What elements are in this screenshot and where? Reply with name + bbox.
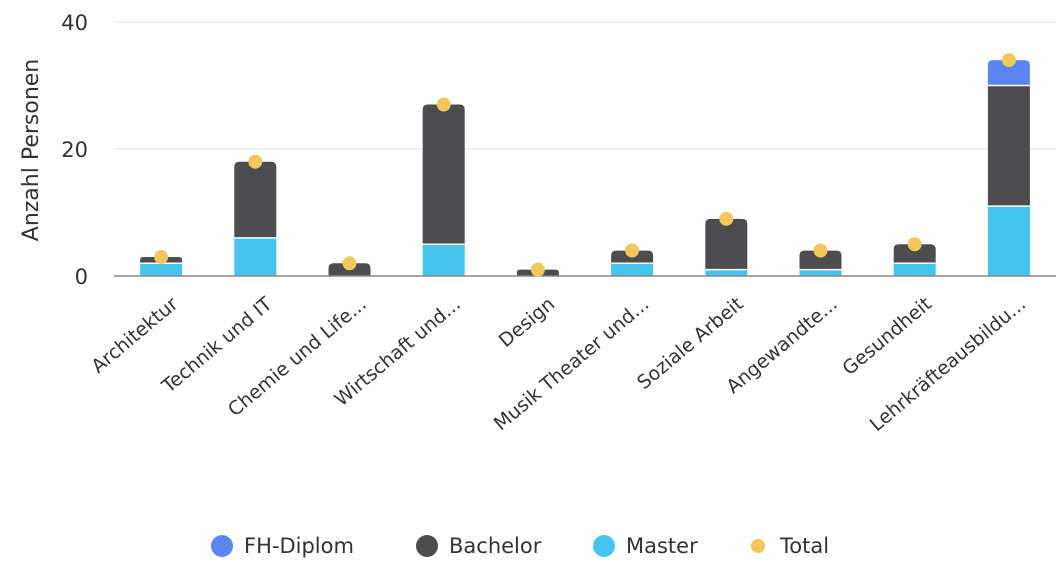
bar-segment-bachelor (422, 104, 465, 245)
bars (140, 60, 1030, 276)
legend-label: Bachelor (449, 534, 542, 558)
y-axis-ticks: 0 20 40 (61, 11, 88, 289)
total-point (813, 243, 828, 258)
legend-item-fh-diplom: FH-Diplom (211, 534, 354, 558)
y-tick-label: 20 (61, 138, 88, 162)
legend-label: FH-Diplom (244, 534, 354, 558)
bar-segment-fh-diplom (987, 60, 1030, 86)
x-category-label: Design (495, 293, 559, 352)
bar-segment-bachelor (705, 218, 748, 270)
bar-segment-master (799, 269, 842, 276)
grid-lines (114, 21, 1056, 150)
legend-swatch (211, 535, 233, 557)
total-point (530, 262, 545, 277)
y-tick-label: 0 (75, 265, 88, 289)
total-point (1001, 53, 1016, 68)
bar-segment-master (611, 263, 654, 276)
legend-item-bachelor: Bachelor (416, 534, 542, 558)
bar-segment-master (234, 237, 277, 276)
bar-segment-bachelor (799, 250, 842, 270)
total-point (154, 249, 169, 264)
legend-item-master: Master (593, 534, 698, 558)
total-point (625, 243, 640, 258)
y-axis-label: Anzahl Personen (19, 59, 44, 241)
total-point (907, 237, 922, 252)
total-point (248, 154, 263, 169)
total-markers (154, 53, 1016, 277)
bar-segment-master (140, 263, 183, 276)
bar-segment-master (422, 244, 465, 276)
bar-segment-bachelor (893, 244, 936, 264)
x-category-label: Musik Theater und... (490, 293, 653, 435)
bar-segment-master (705, 269, 748, 276)
legend-label: Master (626, 534, 698, 558)
legend-swatch (751, 539, 765, 553)
bar-segment-master (987, 206, 1030, 276)
x-category-label: Gesundheit (838, 293, 936, 380)
total-point (719, 211, 734, 226)
total-point (342, 256, 357, 271)
x-category-label: Lehrkräfteausbildu... (866, 293, 1030, 436)
legend: FH-Diplom Bachelor Master Total (211, 534, 829, 558)
bar-segment-bachelor (987, 85, 1030, 207)
bar-segment-bachelor (234, 161, 277, 238)
legend-swatch (593, 535, 615, 557)
legend-label: Total (779, 534, 829, 558)
total-point (436, 97, 451, 112)
x-category-label: Architektur (87, 293, 182, 378)
y-tick-label: 40 (61, 11, 88, 35)
legend-item-total: Total (751, 534, 829, 558)
bar-segment-master (893, 263, 936, 276)
legend-swatch (416, 535, 438, 557)
